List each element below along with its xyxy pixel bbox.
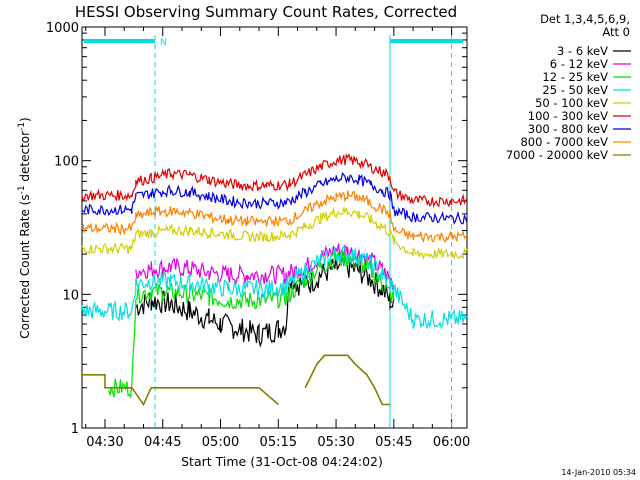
x-tick-label: 05:45	[375, 435, 412, 450]
series-line-3	[81, 245, 468, 330]
series-line-7	[81, 190, 468, 244]
series-line-4	[81, 206, 468, 261]
x-axis-ticks: 04:30 04:45 05:00 05:15 05:30 05:45 06:00	[85, 27, 470, 450]
y-axis-label-main: Corrected Count Rate (s	[18, 194, 32, 338]
plot-frame	[81, 26, 468, 429]
x-tick-label: 04:45	[144, 435, 181, 450]
x-axis-label: Start Time (31-Oct-08 04:24:02)	[181, 454, 383, 469]
legend-label: 3 - 6 keV	[557, 44, 608, 58]
y-tick-label: 1	[71, 422, 79, 437]
x-tick-label: 06:00	[433, 435, 470, 450]
series-line-5	[81, 152, 468, 208]
series-line-6	[81, 171, 468, 225]
legend-label: 25 - 50 keV	[542, 83, 608, 97]
y-tick-label: 100	[54, 155, 79, 170]
legend-header-line: Att 0	[602, 25, 630, 39]
y-axis-ticks: 1 10 100 1000	[46, 21, 467, 437]
chart-title: HESSI Observing Summary Count Rates, Cor…	[75, 3, 457, 21]
y-axis-label: Corrected Count Rate (s-1 detector-1)	[17, 117, 32, 338]
night-marker-label: N	[160, 38, 167, 48]
legend-label: 12 - 25 keV	[542, 70, 608, 84]
legend-label: 50 - 100 keV	[535, 96, 608, 110]
legend-label: 100 - 300 keV	[528, 109, 608, 123]
legend-label: 300 - 800 keV	[528, 122, 608, 136]
x-tick-label: 05:15	[260, 435, 297, 450]
y-tick-label: 10	[62, 288, 79, 303]
y-axis-label-mid: detector	[18, 131, 32, 186]
series-line-8	[81, 354, 390, 407]
y-axis-label-exp2: -1	[17, 122, 27, 131]
legend-label: 6 - 12 keV	[550, 57, 608, 71]
footer-date: 14-Jan-2010 05:34	[561, 468, 636, 477]
x-tick-label: 05:30	[317, 435, 354, 450]
y-axis-label-end: )	[18, 117, 32, 122]
series-line-0	[135, 254, 395, 348]
legend-header-line: Det 1,3,4,5,6,9,	[540, 12, 630, 26]
x-tick-label: 05:00	[202, 435, 239, 450]
series-lines	[81, 152, 468, 407]
legend-label: 7000 - 20000 keV	[506, 148, 608, 162]
y-tick-label: 1000	[46, 21, 79, 36]
x-tick-label: 04:30	[86, 435, 123, 450]
y-axis-label-exp1: -1	[17, 185, 27, 194]
legend-label: 800 - 7000 keV	[520, 135, 608, 149]
